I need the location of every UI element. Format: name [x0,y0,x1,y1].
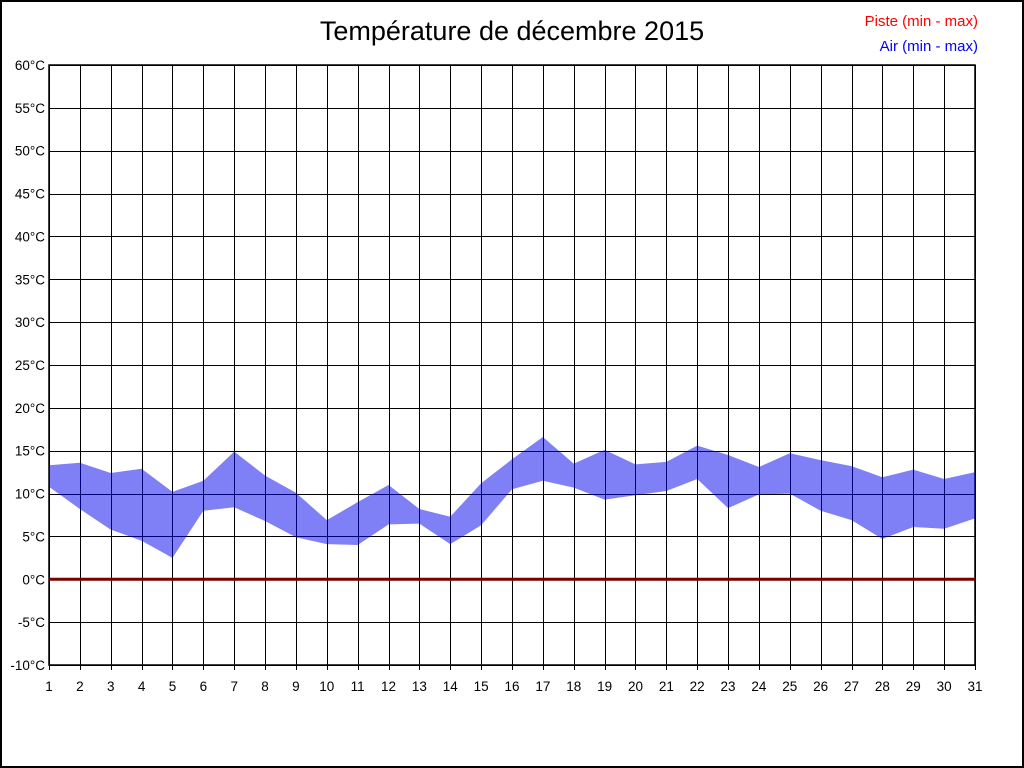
y-tick-label: -5°C [18,615,45,630]
y-tick-label: 5°C [22,529,45,544]
y-tick-label: 10°C [15,487,45,502]
x-tick-label: 15 [474,679,489,694]
x-tick-label: 25 [782,679,797,694]
y-tick-label: 20°C [15,401,45,416]
x-tick-label: 27 [844,679,859,694]
y-tick-label: 15°C [15,444,45,459]
legend: Piste (min - max) Air (min - max) [865,9,978,59]
x-tick-label: 6 [200,679,208,694]
x-tick-label: 16 [504,679,519,694]
x-tick-label: 29 [906,679,921,694]
x-tick-label: 20 [628,679,643,694]
x-tick-label: 3 [107,679,115,694]
x-tick-label: 30 [937,679,952,694]
y-tick-label: 25°C [15,358,45,373]
x-tick-label: 31 [967,679,982,694]
y-tick-label: 35°C [15,272,45,287]
legend-item-air: Air (min - max) [879,38,978,55]
x-tick-label: 11 [351,679,365,694]
x-tick-label: 1 [45,679,53,694]
x-tick-label: 26 [813,679,828,694]
x-ticks [49,665,976,670]
x-tick-label: 2 [76,679,84,694]
x-tick-label: 12 [381,679,396,694]
y-tick-label: -10°C [10,658,45,673]
y-tick-label: 40°C [15,229,45,244]
x-tick-labels: 1 2 3 4 5 6 7 8 9 10 11 12 13 14 15 16 17 18 19 20 21 22 23 24 2… [45,679,982,694]
y-tick-label: 60°C [15,58,45,73]
x-tick-label: 19 [597,679,612,694]
y-tick-label: 50°C [15,144,45,159]
x-tick-label: 14 [443,679,459,694]
x-tick-label: 5 [169,679,177,694]
x-tick-label: 23 [721,679,736,694]
chart-title: Température de décembre 2015 [319,16,705,46]
x-tick-label: 10 [319,679,334,694]
y-tick-labels: -10°C -5°C 0°C 5°C 10°C 15°C 20°C 25°C 30°C 35°C 4… [10,58,45,673]
gridlines [49,65,976,666]
y-tick-label: 30°C [15,315,45,330]
x-tick-label: 8 [261,679,269,694]
x-tick-label: 17 [535,679,550,694]
x-tick-label: 9 [292,679,300,694]
x-tick-label: 22 [690,679,705,694]
x-tick-label: 18 [566,679,581,694]
x-tick-label: 7 [230,679,238,694]
x-tick-label: 13 [412,679,427,694]
y-tick-label: 45°C [15,187,45,202]
y-tick-label: 0°C [22,572,45,587]
x-tick-label: 4 [138,679,146,694]
y-tick-label: 55°C [15,101,45,116]
x-tick-label: 28 [875,679,890,694]
x-tick-label: 24 [751,679,767,694]
x-tick-label: 21 [659,679,674,694]
legend-item-piste: Piste (min - max) [864,13,978,30]
air-minmax-band [49,437,975,558]
